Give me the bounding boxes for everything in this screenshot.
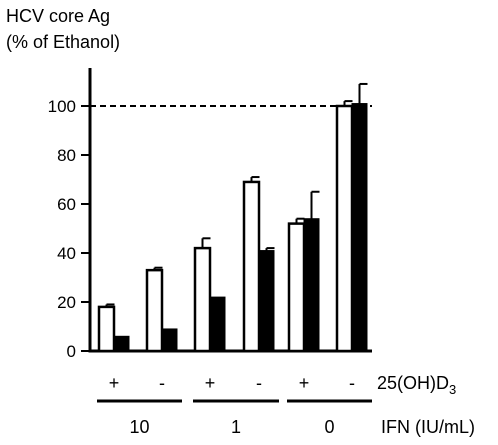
ifn-level-label: 10: [129, 417, 149, 437]
open-bar: [335, 104, 354, 353]
treatment-sign-label: -: [349, 373, 355, 393]
filled-bar: [258, 250, 275, 352]
filled-bar: [351, 103, 368, 352]
filled-bar: [161, 328, 178, 352]
row-label-25ohd3-sub: 3: [449, 382, 456, 397]
treatment-sign-label: -: [159, 373, 165, 393]
y-tick-label: 20: [57, 293, 76, 312]
bars: [97, 82, 368, 353]
treatment-sign-label: +: [109, 373, 120, 393]
ifn-level-label: 0: [324, 417, 334, 437]
filled-bar: [113, 335, 130, 352]
ifn-level-label: 1: [231, 417, 241, 437]
y-tick-label: 80: [57, 146, 76, 165]
row-label-25ohd3-base: 25(OH)D: [377, 373, 449, 393]
open-bar: [242, 180, 261, 353]
row-label-25ohd3: 25(OH)D3: [377, 373, 456, 397]
treatment-sign-label: -: [256, 373, 262, 393]
open-bar: [287, 222, 306, 353]
ylabel-line-1: HCV core Ag: [6, 6, 110, 26]
treatment-sign-label: +: [205, 373, 216, 393]
open-bar: [97, 305, 116, 353]
y-tick-label: 100: [48, 97, 76, 116]
y-tick-label: 60: [57, 195, 76, 214]
x-labels: + - + - + -10 1 0: [97, 373, 372, 437]
filled-bar: [303, 218, 320, 352]
axes: 0 20 40 60 80 100: [48, 68, 372, 361]
ifn-label: IFN (IU/mL): [381, 417, 475, 437]
ylabel-line-2: (% of Ethanol): [6, 32, 120, 52]
y-tick-label: 0: [67, 342, 76, 361]
y-tick-label: 40: [57, 244, 76, 263]
open-bar: [145, 268, 164, 353]
open-bar: [193, 246, 212, 353]
filled-bar: [209, 296, 226, 352]
treatment-sign-label: +: [299, 373, 310, 393]
